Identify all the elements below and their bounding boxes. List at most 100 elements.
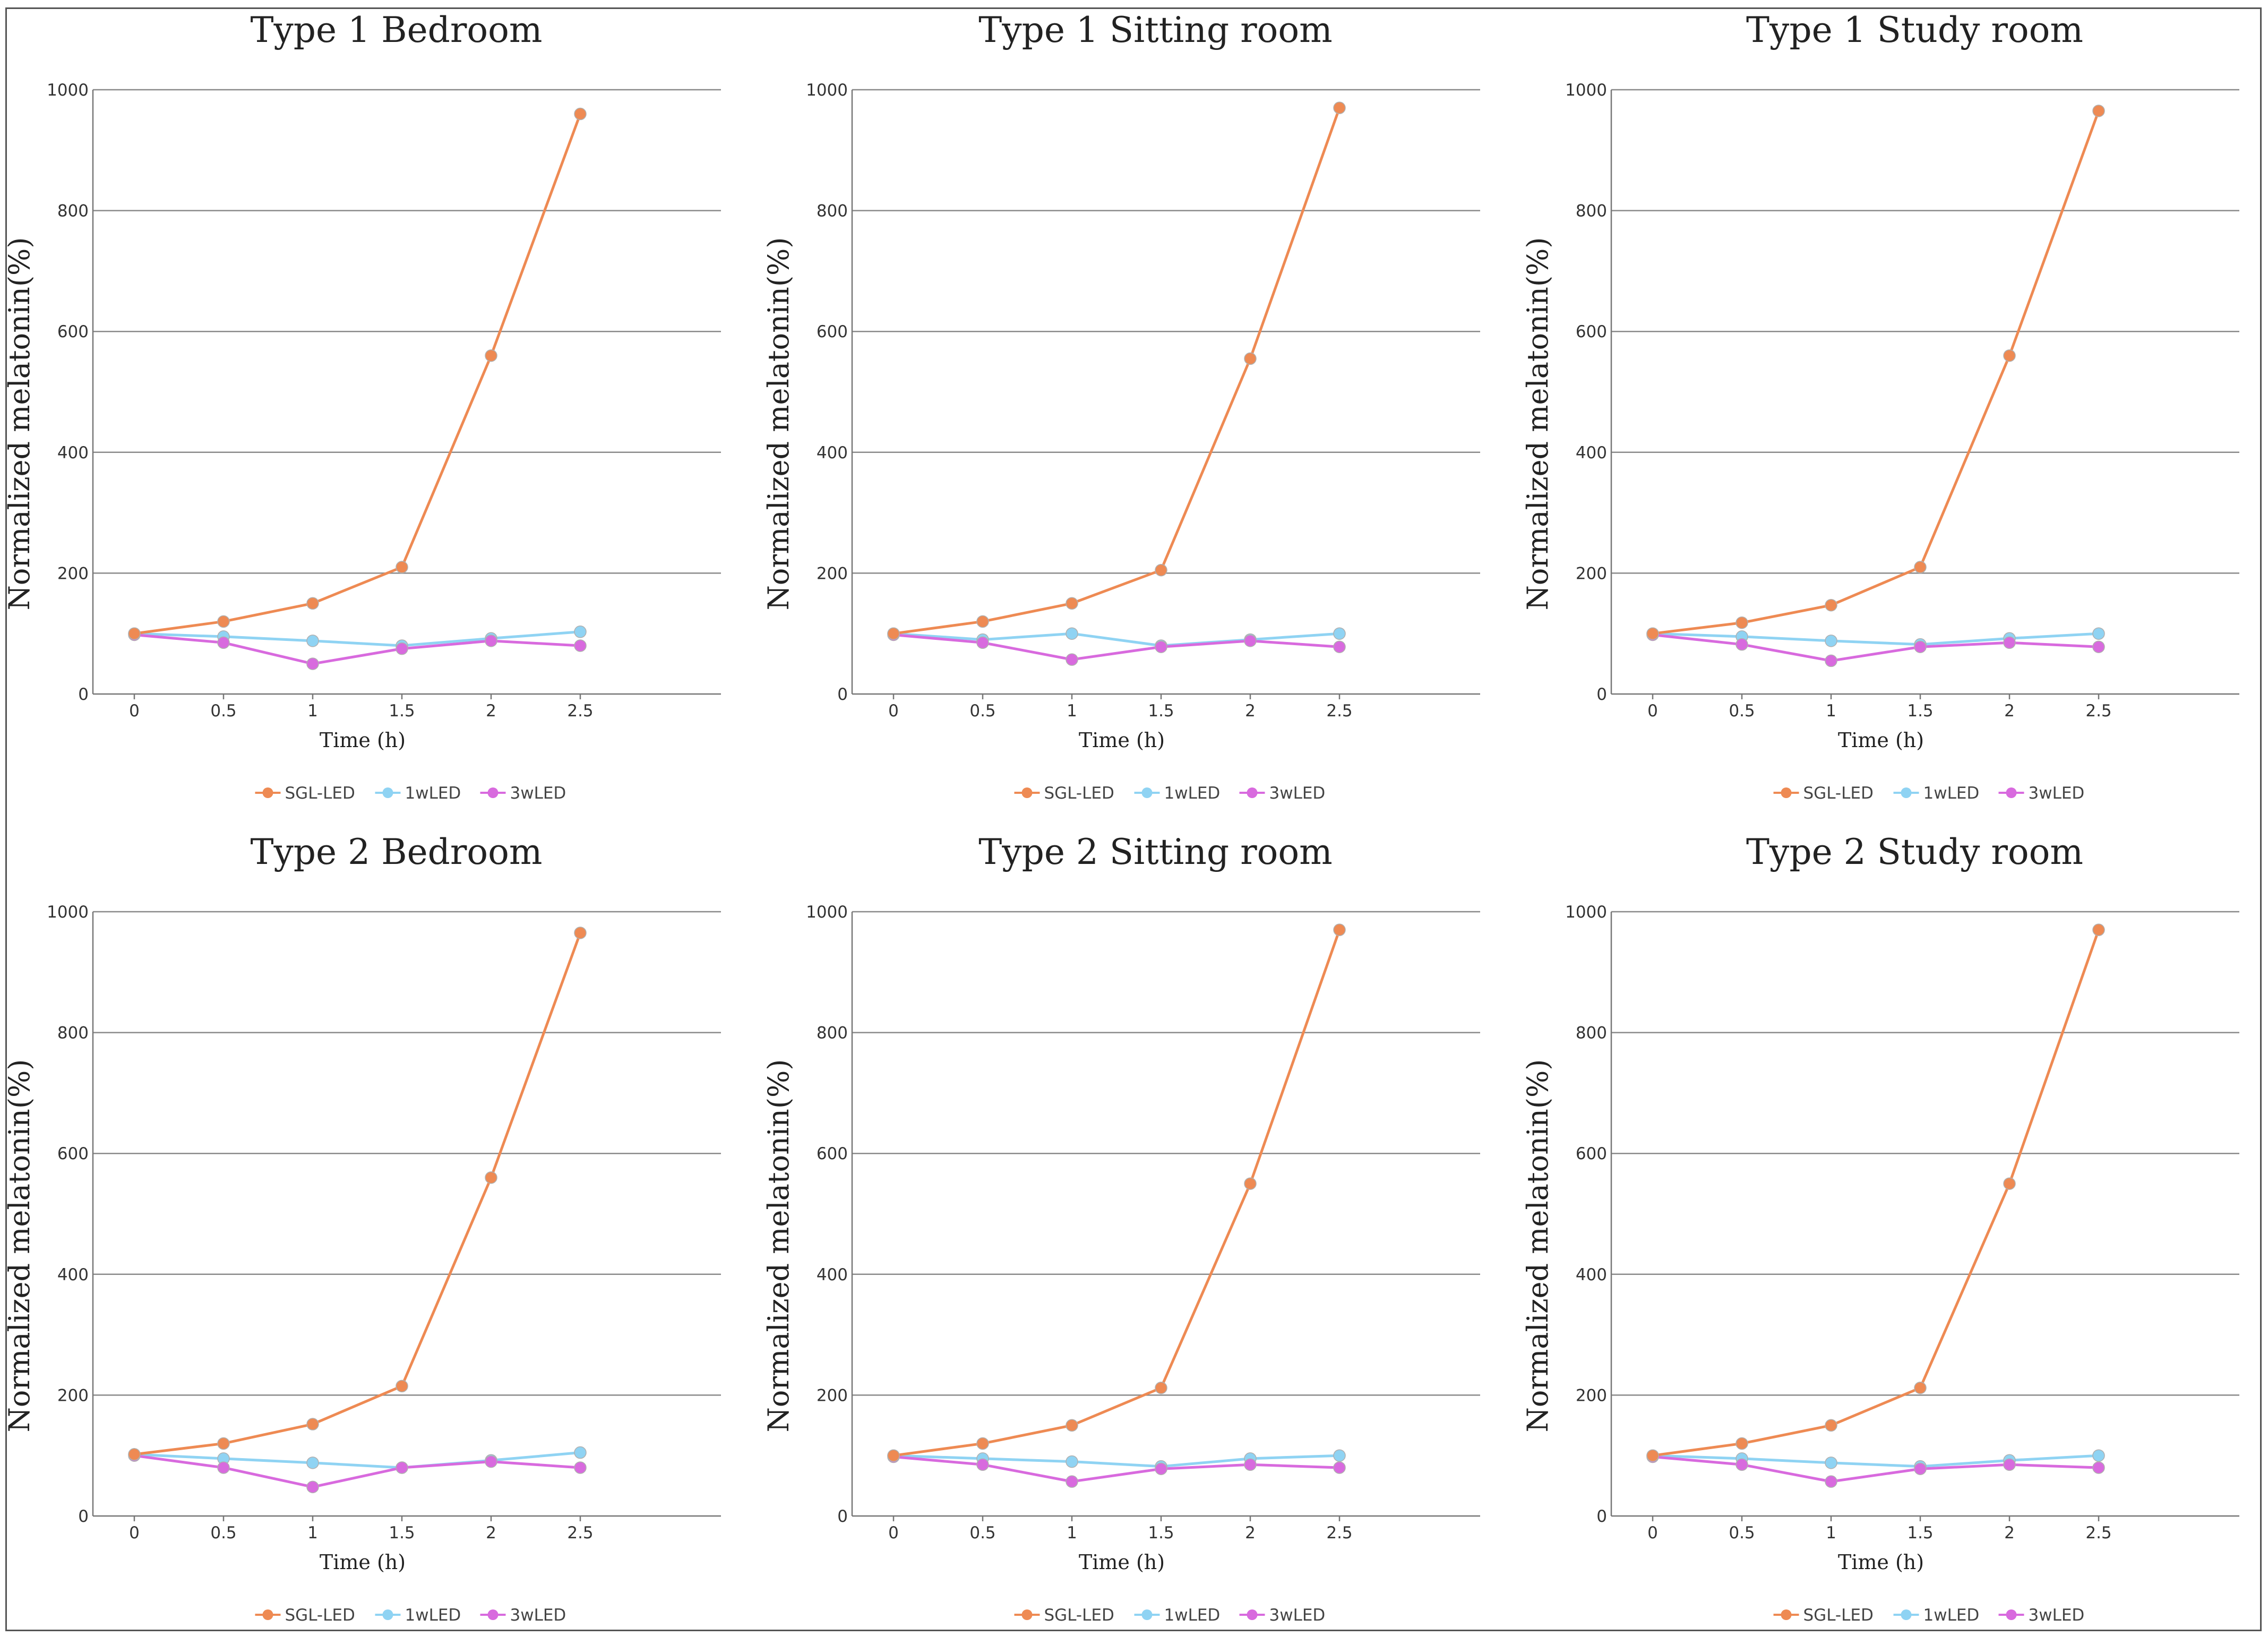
data-point-3wled [217, 1461, 230, 1474]
x-tick-label: 0.5 [1729, 1523, 1755, 1543]
data-point-3wled [2092, 1461, 2105, 1474]
data-point-sgl-led [396, 1380, 408, 1393]
data-point-1wled [1066, 627, 1078, 640]
legend-label: 1wLED [1923, 784, 1980, 803]
x-tick-label: 0 [888, 1523, 899, 1543]
data-point-1wled [306, 635, 319, 647]
x-tick-label: 2.5 [2085, 1523, 2111, 1543]
legend-marker-swatch [2006, 1609, 2017, 1620]
data-point-3wled [1244, 1458, 1257, 1471]
chart-title: Type 2 Sitting room [978, 832, 1332, 872]
y-tick-label: 200 [57, 564, 89, 583]
series-line-3wled [893, 1455, 1340, 1483]
y-tick-label: 600 [817, 322, 848, 341]
x-tick-label: 0.5 [969, 701, 995, 721]
data-point-1wled [1825, 635, 1837, 647]
data-point-sgl-led [396, 561, 408, 573]
data-point-3wled [306, 657, 319, 670]
x-tick-label: 1.5 [1907, 701, 1933, 721]
x-tick-label: 2.5 [1326, 701, 1352, 721]
data-point-sgl-led [1066, 1419, 1078, 1432]
chart-panel-type-1-sitting-room: Type 1 Sitting room 0 200 400 600 800 1000 0 0.5… [762, 10, 1480, 803]
legend-item-1wled: 1wLED [375, 1606, 461, 1625]
data-point-3wled [1244, 635, 1257, 647]
legend-marker-swatch [487, 787, 499, 798]
legend-marker-swatch [487, 1609, 499, 1620]
chart-panel-type-2-study-room: Type 2 Study room 0 200 400 600 800 1000 0 0.5 1 1… [1521, 832, 2239, 1625]
x-tick-label: 0 [1647, 701, 1658, 721]
data-point-sgl-led [1155, 1381, 1167, 1394]
x-tick-label: 2 [2004, 701, 2015, 721]
legend-label: SGL-LED [285, 1606, 355, 1625]
x-tick-label: 1 [1826, 1523, 1836, 1543]
y-tick-label: 0 [78, 1507, 89, 1526]
series-line-3wled [134, 1454, 581, 1488]
y-tick-label: 400 [1576, 443, 1607, 462]
x-tick-label: 1.5 [1148, 1523, 1174, 1543]
data-point-1wled [306, 1457, 319, 1469]
data-point-sgl-led [574, 107, 587, 121]
legend-marker-swatch [1247, 787, 1258, 798]
series-line-3wled [1652, 633, 2099, 662]
data-point-3wled [1914, 640, 1927, 653]
data-point-3wled [485, 1455, 497, 1468]
y-tick-label: 800 [57, 1024, 89, 1043]
y-tick-label: 1000 [806, 903, 848, 922]
y-axis-label: Normalized melatonin(%) [7, 1059, 36, 1433]
data-point-1wled [2092, 627, 2105, 640]
data-point-3wled [306, 1480, 319, 1494]
legend-marker-swatch [1247, 1609, 1258, 1620]
x-tick-label: 0 [129, 701, 140, 721]
y-axis-label: Normalized melatonin(%) [1521, 1059, 1554, 1433]
data-point-sgl-led [485, 349, 497, 362]
legend-label: 3wLED [1269, 1606, 1326, 1625]
series-line-3wled [134, 633, 581, 665]
x-tick-label: 2.5 [1326, 1523, 1352, 1543]
series-line-sgl-led [1652, 929, 2100, 1457]
data-point-3wled [1066, 653, 1078, 666]
data-point-sgl-led [217, 1437, 230, 1450]
series-line-1wled [893, 1454, 1340, 1468]
series-line-3wled [1652, 1455, 2099, 1483]
data-point-3wled [1736, 1458, 1748, 1471]
data-point-3wled [976, 1458, 989, 1471]
y-tick-label: 800 [1576, 202, 1607, 221]
data-point-sgl-led [128, 627, 141, 640]
x-tick-label: 0.5 [969, 1523, 995, 1543]
chart-title: Type 2 Study room [1746, 832, 2083, 872]
legend-label: 1wLED [405, 1606, 461, 1625]
legend-label: 1wLED [1923, 1606, 1980, 1625]
legend-label: SGL-LED [1044, 1606, 1114, 1625]
x-axis-label: Time (h) [1838, 1551, 1924, 1574]
legend-marker-swatch [1141, 787, 1153, 798]
y-axis-label: Normalized melatonin(%) [7, 237, 36, 611]
legend-marker-swatch [1141, 1609, 1153, 1620]
x-tick-label: 1.5 [1907, 1523, 1933, 1543]
legend-item-3wled: 3wLED [1998, 1606, 2084, 1625]
x-tick-label: 2 [1245, 701, 1256, 721]
chart-legend: SGL-LED 1wLED 3wLED [1773, 784, 2085, 803]
data-point-sgl-led [1333, 101, 1346, 114]
y-tick-label: 200 [817, 564, 848, 583]
legend-label: SGL-LED [1803, 784, 1874, 803]
data-point-sgl-led [1244, 1177, 1257, 1190]
x-axis-label: Time (h) [320, 1551, 406, 1574]
chart-title: Type 1 Sitting room [978, 10, 1332, 50]
legend-item-1wled: 1wLED [1893, 784, 1980, 803]
data-point-3wled [2092, 640, 2105, 653]
figure-frame: Type 1 Bedroom 0 200 400 600 800 1000 0 0.5 1 1.5 2… [5, 7, 2262, 1631]
data-point-sgl-led [1825, 1419, 1837, 1432]
x-tick-label: 1 [1067, 701, 1077, 721]
chart-panel-type-2-sitting-room: Type 2 Sitting room 0 200 400 600 800 1000 0 0.5… [762, 832, 1480, 1625]
legend-label: 3wLED [2029, 784, 2085, 803]
legend-marker-swatch [262, 1609, 273, 1620]
y-tick-label: 0 [837, 1507, 848, 1526]
x-tick-label: 0 [1647, 1523, 1658, 1543]
data-point-sgl-led [1825, 598, 1837, 612]
legend-marker-swatch [382, 787, 393, 798]
x-axis-label: Time (h) [320, 729, 406, 752]
x-tick-label: 2.5 [567, 1523, 593, 1543]
legend-marker-swatch [2006, 787, 2017, 798]
series-line-sgl-led [893, 107, 1341, 635]
